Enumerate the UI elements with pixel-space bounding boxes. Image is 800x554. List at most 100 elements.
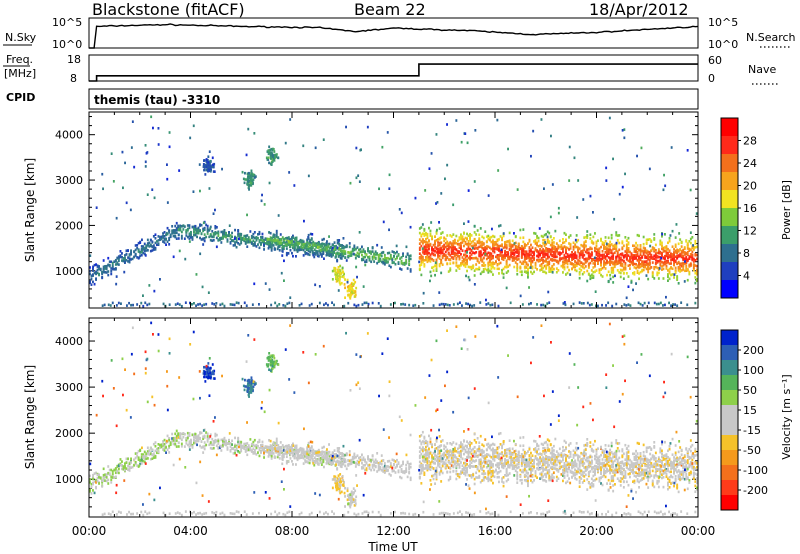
power-echo-cell bbox=[460, 245, 462, 248]
power-echo-cell bbox=[166, 226, 169, 230]
power-echo-cell bbox=[528, 286, 530, 289]
velocity-echo-cell bbox=[196, 435, 198, 438]
power-echo-cell bbox=[633, 257, 636, 260]
power-echo-cell bbox=[645, 267, 648, 271]
power-echo-cell bbox=[685, 255, 688, 259]
power-echo-cell bbox=[96, 268, 99, 272]
power-echo-cell bbox=[458, 264, 461, 268]
power-echo-cell bbox=[130, 249, 132, 252]
power-echo-cell bbox=[347, 285, 350, 289]
power-echo-cell bbox=[149, 244, 152, 248]
power-echo-cell bbox=[358, 231, 361, 234]
power-echo-cell bbox=[446, 163, 449, 167]
power-echo-cell bbox=[141, 238, 143, 242]
velocity-echo-cell bbox=[139, 458, 142, 462]
power-echo-cell bbox=[674, 303, 676, 306]
power-echo-cell bbox=[383, 256, 386, 260]
power-echo-cell bbox=[325, 242, 328, 245]
power-echo-cell bbox=[156, 240, 158, 243]
power-echo-cell bbox=[314, 251, 317, 255]
power-echo-cell bbox=[157, 242, 160, 246]
power-echo-cell bbox=[463, 244, 465, 248]
power-echo-cell bbox=[554, 251, 557, 254]
power-echo-cell bbox=[332, 243, 334, 247]
power-echo-cell bbox=[420, 244, 423, 248]
power-echo-cell bbox=[583, 262, 586, 266]
power-echo-cell bbox=[434, 253, 436, 257]
velocity-echo-cell bbox=[302, 462, 305, 465]
power-echo-cell bbox=[377, 259, 380, 263]
velocity-echo-cell bbox=[142, 453, 145, 456]
power-echo-cell bbox=[638, 272, 640, 275]
power-echo-cell bbox=[466, 232, 468, 236]
velocity-echo-cell bbox=[290, 450, 293, 453]
power-echo-cell bbox=[205, 168, 208, 172]
power-echo-cell bbox=[487, 245, 490, 249]
power-echo-cell bbox=[581, 249, 584, 253]
velocity-echo-cell bbox=[130, 461, 132, 464]
velocity-echo-cell bbox=[171, 439, 174, 443]
power-echo-cell bbox=[651, 261, 654, 264]
velocity-echo-cell bbox=[220, 445, 223, 448]
power-echo-cell bbox=[648, 263, 651, 267]
power-echo-cell bbox=[533, 250, 535, 254]
power-echo-cell bbox=[266, 150, 269, 153]
power-echo-cell bbox=[322, 250, 325, 254]
power-echo-cell bbox=[386, 131, 389, 134]
power-echo-cell bbox=[653, 237, 656, 240]
power-echo-cell bbox=[200, 223, 203, 227]
power-echo-cell bbox=[266, 158, 269, 161]
power-echo-cell bbox=[174, 231, 177, 235]
power-echo-cell bbox=[551, 239, 554, 242]
power-echo-cell bbox=[519, 260, 522, 264]
power-echo-cell bbox=[689, 241, 692, 245]
power-echo-cell bbox=[572, 248, 575, 251]
power-echo-cell bbox=[534, 261, 537, 265]
power-echo-cell bbox=[422, 302, 425, 305]
velocity-echo-cell bbox=[102, 479, 105, 482]
power-echo-cell bbox=[323, 237, 325, 241]
power-echo-cell bbox=[565, 261, 567, 264]
power-echo-cell bbox=[513, 256, 516, 259]
power-echo-cell bbox=[505, 253, 508, 257]
power-echo-cell bbox=[418, 227, 421, 230]
power-echo-cell bbox=[206, 166, 209, 170]
power-echo-cell bbox=[598, 252, 601, 256]
power-echo-cell bbox=[653, 248, 656, 252]
velocity-echo-cell bbox=[263, 450, 265, 453]
velocity-echo-cell bbox=[237, 436, 240, 440]
power-echo-cell bbox=[554, 245, 557, 249]
power-echo-cell bbox=[250, 181, 253, 185]
power-echo-cell bbox=[467, 275, 470, 279]
power-echo-cell bbox=[191, 237, 194, 240]
power-echo-cell bbox=[347, 254, 350, 258]
power-echo-cell bbox=[267, 149, 270, 152]
power-echo-cell bbox=[543, 250, 546, 253]
power-echo-cell bbox=[92, 273, 94, 276]
power-echo-cell bbox=[467, 220, 470, 223]
velocity-echo-cell bbox=[292, 448, 294, 451]
power-echo-cell bbox=[695, 212, 698, 215]
power-echo-cell bbox=[495, 240, 497, 244]
power-echo-cell bbox=[231, 303, 234, 306]
power-echo-cell bbox=[452, 261, 455, 265]
power-echo-cell bbox=[647, 277, 650, 281]
velocity-echo-cell bbox=[191, 445, 194, 448]
power-echo-cell bbox=[513, 242, 516, 245]
power-echo-cell bbox=[679, 262, 682, 266]
power-echo-cell bbox=[245, 153, 248, 157]
power-echo-cell bbox=[425, 249, 427, 253]
power-echo-cell bbox=[280, 271, 283, 275]
power-echo-cell bbox=[90, 277, 93, 280]
power-echo-cell bbox=[629, 304, 632, 307]
power-echo-cell bbox=[696, 271, 698, 274]
power-echo-cell bbox=[163, 237, 166, 241]
power-echo-cell bbox=[498, 244, 500, 248]
power-echo-cell bbox=[144, 144, 147, 147]
power-echo-cell bbox=[297, 241, 299, 245]
velocity-echo-cell bbox=[234, 443, 236, 447]
power-echo-cell bbox=[453, 239, 456, 242]
power-echo-cell bbox=[171, 225, 174, 228]
power-echo-cell bbox=[637, 301, 640, 305]
power-echo-cell bbox=[438, 257, 441, 260]
